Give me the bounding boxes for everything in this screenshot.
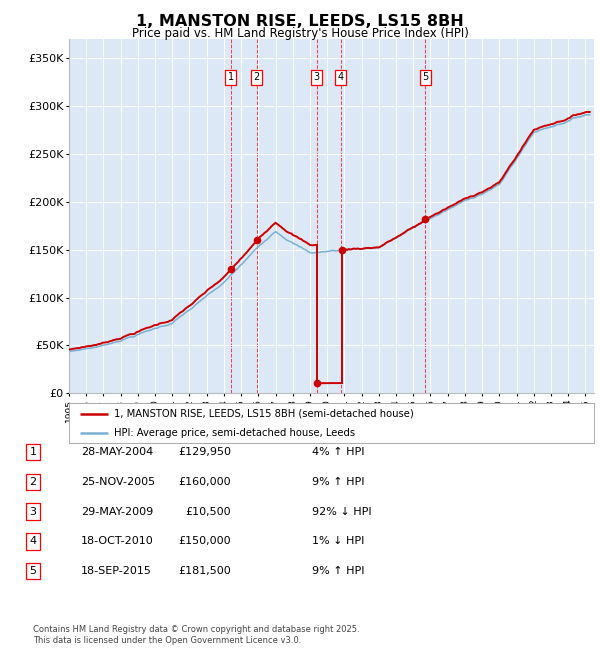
Text: HPI: Average price, semi-detached house, Leeds: HPI: Average price, semi-detached house,… (113, 428, 355, 438)
Text: £10,500: £10,500 (185, 506, 231, 517)
Text: 28-MAY-2004: 28-MAY-2004 (81, 447, 153, 457)
Text: 18-OCT-2010: 18-OCT-2010 (81, 536, 154, 547)
Text: 29-MAY-2009: 29-MAY-2009 (81, 506, 153, 517)
Text: 1% ↓ HPI: 1% ↓ HPI (312, 536, 364, 547)
Text: 3: 3 (29, 506, 37, 517)
Text: £129,950: £129,950 (178, 447, 231, 457)
Text: £150,000: £150,000 (178, 536, 231, 547)
Text: 4: 4 (338, 72, 344, 83)
Text: £160,000: £160,000 (178, 476, 231, 487)
Text: 9% ↑ HPI: 9% ↑ HPI (312, 566, 365, 577)
Text: 5: 5 (422, 72, 428, 83)
Text: 18-SEP-2015: 18-SEP-2015 (81, 566, 152, 577)
Text: 1, MANSTON RISE, LEEDS, LS15 8BH (semi-detached house): 1, MANSTON RISE, LEEDS, LS15 8BH (semi-d… (113, 409, 413, 419)
Text: 5: 5 (29, 566, 37, 577)
Text: 1: 1 (29, 447, 37, 457)
Text: 4: 4 (29, 536, 37, 547)
Text: 3: 3 (314, 72, 320, 83)
Text: 1: 1 (228, 72, 234, 83)
Text: 4% ↑ HPI: 4% ↑ HPI (312, 447, 365, 457)
Text: Price paid vs. HM Land Registry's House Price Index (HPI): Price paid vs. HM Land Registry's House … (131, 27, 469, 40)
Text: 2: 2 (29, 476, 37, 487)
Text: Contains HM Land Registry data © Crown copyright and database right 2025.
This d: Contains HM Land Registry data © Crown c… (33, 625, 359, 645)
Text: 25-NOV-2005: 25-NOV-2005 (81, 476, 155, 487)
Text: 9% ↑ HPI: 9% ↑ HPI (312, 476, 365, 487)
Text: 92% ↓ HPI: 92% ↓ HPI (312, 506, 371, 517)
Text: £181,500: £181,500 (178, 566, 231, 577)
Text: 2: 2 (253, 72, 260, 83)
Text: 1, MANSTON RISE, LEEDS, LS15 8BH: 1, MANSTON RISE, LEEDS, LS15 8BH (136, 14, 464, 29)
